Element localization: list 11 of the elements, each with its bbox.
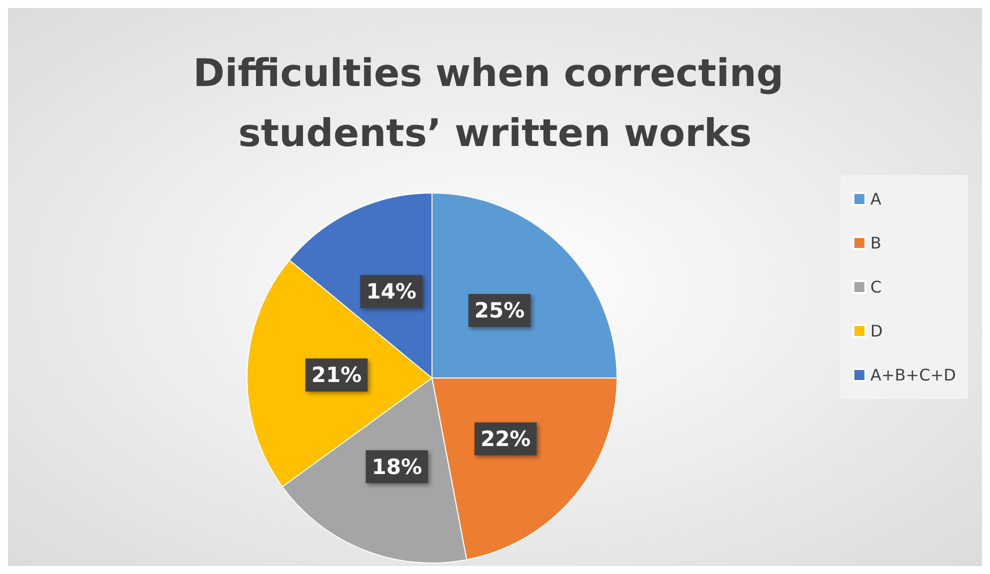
data-label: 21%: [311, 363, 362, 387]
data-label: 18%: [372, 454, 422, 479]
data-label: 22%: [480, 426, 531, 451]
legend-label: D: [870, 322, 883, 340]
legend-label: A+B+C+D: [870, 366, 956, 384]
data-label: 14%: [366, 280, 416, 304]
legend-label: A: [870, 190, 882, 208]
chart-title: Difficulties when correcting students’ written works: [193, 51, 797, 155]
legend-label: C: [870, 278, 882, 296]
data-label: 25%: [474, 298, 525, 322]
legend-label: B: [870, 234, 882, 252]
